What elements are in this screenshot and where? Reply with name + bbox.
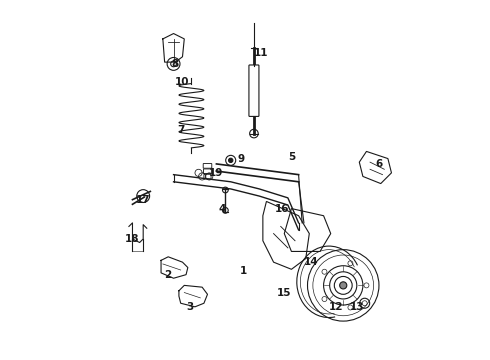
Text: 8: 8: [172, 59, 179, 69]
FancyBboxPatch shape: [203, 163, 212, 168]
Text: 3: 3: [186, 302, 193, 312]
Text: 2: 2: [165, 270, 172, 280]
Text: 10: 10: [175, 77, 190, 87]
Text: 13: 13: [350, 302, 365, 312]
Text: 7: 7: [177, 125, 184, 135]
FancyBboxPatch shape: [203, 169, 211, 174]
Text: 1: 1: [240, 266, 247, 276]
Text: 5: 5: [288, 152, 295, 162]
Circle shape: [228, 158, 233, 162]
FancyBboxPatch shape: [249, 65, 259, 116]
Text: 19: 19: [209, 168, 223, 178]
Text: 16: 16: [275, 203, 290, 213]
Text: 15: 15: [277, 288, 292, 297]
Text: 6: 6: [375, 159, 383, 169]
Text: 4: 4: [218, 203, 225, 213]
Text: 14: 14: [304, 257, 318, 267]
Text: 12: 12: [329, 302, 343, 312]
Text: 17: 17: [136, 195, 150, 204]
Text: 18: 18: [125, 234, 140, 244]
Circle shape: [340, 282, 347, 289]
Text: 11: 11: [254, 48, 269, 58]
FancyBboxPatch shape: [204, 174, 211, 179]
Text: 9: 9: [238, 154, 245, 163]
